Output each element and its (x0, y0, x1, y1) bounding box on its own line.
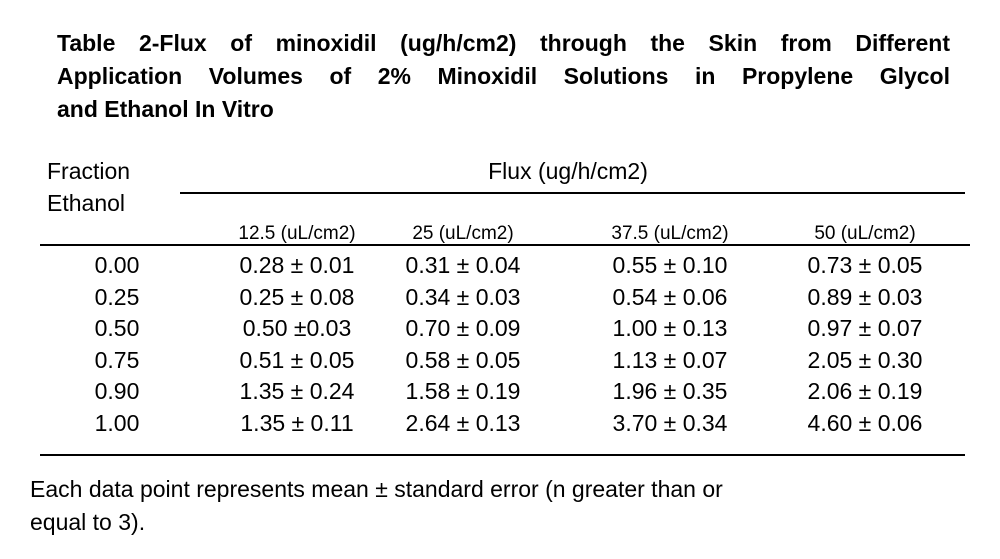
column-header: 37.5 (uL/cm2) (611, 223, 729, 244)
flux-cell: 0.70 ± 0.09 (405, 315, 521, 342)
flux-cell: 0.31 ± 0.04 (405, 252, 521, 278)
flux-cell: 4.60 ± 0.06 (807, 410, 923, 436)
flux-cell: 0.97 ± 0.07 (807, 315, 923, 342)
flux-cell: 0.50 ±0.03 (242, 315, 352, 342)
row-header: Ethanol (47, 190, 126, 216)
fraction-cell: 0.25 (94, 283, 140, 310)
flux-cell: 0.73 ± 0.05 (807, 252, 923, 278)
flux-cell: 0.51 ± 0.05 (239, 346, 355, 373)
fraction-cell: 1.00 (94, 410, 140, 436)
title-line: and Ethanol In Vitro (57, 96, 274, 122)
flux-cell: 0.28 ± 0.01 (239, 252, 355, 278)
flux-cell: 0.34 ± 0.03 (405, 283, 521, 310)
flux-cell: 1.96 ± 0.35 (612, 378, 728, 405)
flux-cell: 1.00 ± 0.13 (612, 315, 728, 342)
flux-cell: 2.05 ± 0.30 (807, 346, 923, 373)
flux-cell: 0.58 ± 0.05 (405, 346, 521, 373)
fraction-cell: 0.50 (94, 315, 140, 342)
fraction-cell: 0.75 (94, 346, 140, 373)
flux-cell: 0.54 ± 0.06 (612, 283, 728, 310)
title-line: Table 2-Flux of minoxidil (ug/h/cm2) thr… (57, 30, 950, 56)
flux-cell: 0.89 ± 0.03 (807, 283, 923, 310)
column-header: 12.5 (uL/cm2) (238, 223, 356, 244)
fraction-cell: 0.00 (94, 252, 140, 278)
title-line: Application Volumes of 2% Minoxidil Solu… (57, 63, 950, 89)
flux-cell: 0.55 ± 0.10 (612, 252, 728, 278)
flux-cell: 3.70 ± 0.34 (612, 410, 728, 436)
row-header: Fraction (47, 158, 131, 184)
flux-cell: 1.13 ± 0.07 (612, 346, 728, 373)
footnote: equal to 3). (30, 509, 146, 535)
rule (40, 244, 970, 246)
group-header: Flux (ug/h/cm2) (488, 158, 648, 184)
flux-cell: 1.35 ± 0.11 (240, 410, 354, 436)
column-header: 50 (uL/cm2) (814, 223, 916, 244)
rule (180, 192, 965, 194)
flux-cell: 2.06 ± 0.19 (807, 378, 923, 405)
column-header: 25 (uL/cm2) (412, 223, 514, 244)
flux-cell: 2.64 ± 0.13 (405, 410, 521, 436)
flux-cell: 1.58 ± 0.19 (405, 378, 521, 405)
flux-cell: 0.25 ± 0.08 (239, 283, 355, 310)
flux-cell: 1.35 ± 0.24 (239, 378, 355, 405)
rule (40, 454, 965, 456)
footnote: Each data point represents mean ± standa… (30, 476, 723, 502)
fraction-cell: 0.90 (94, 378, 140, 405)
